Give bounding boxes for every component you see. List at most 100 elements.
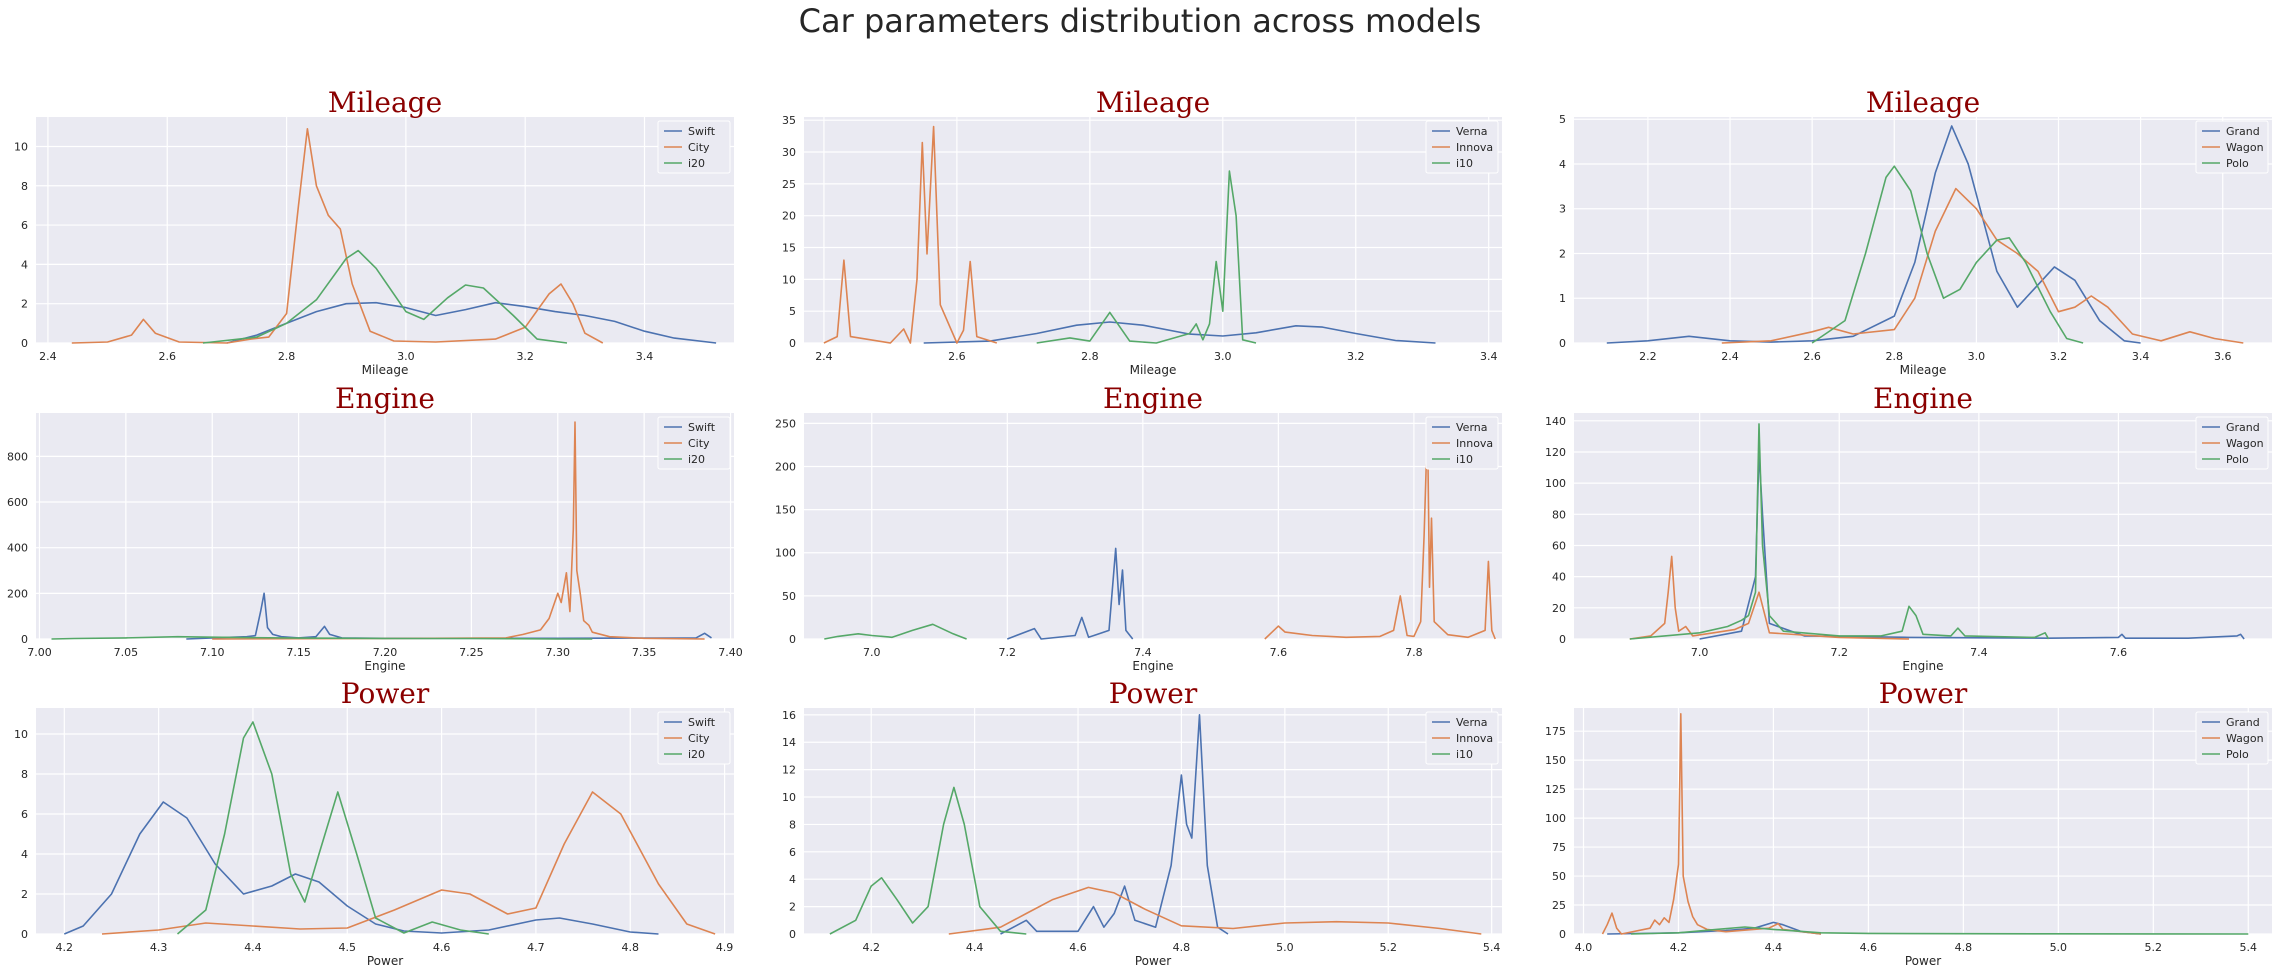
legend-label: City xyxy=(688,732,710,745)
subplot-title: Power xyxy=(1109,677,1198,710)
y-tick-label: 8 xyxy=(789,818,796,831)
x-tick-label: 7.30 xyxy=(546,646,571,659)
legend: Swift City i20 xyxy=(657,120,731,174)
plot-area xyxy=(1574,708,2272,934)
plot-area xyxy=(804,413,1502,639)
y-tick-label: 140 xyxy=(1545,415,1566,428)
series-line-i10 xyxy=(824,623,967,640)
legend-box xyxy=(2195,711,2269,765)
y-tick-label: 0 xyxy=(21,928,28,941)
subplot: 7.0 7.2 7.4 7.6 7.8 0 50 100 150 200 250 Engine Engi… xyxy=(775,382,1502,673)
x-tick-label: 2.8 xyxy=(278,350,296,363)
y-tick-label: 2 xyxy=(21,298,28,311)
x-tick-label: 7.0 xyxy=(863,646,881,659)
x-tick-label: 5.2 xyxy=(2145,941,2163,954)
y-tick-label: 0 xyxy=(21,337,28,350)
legend: Swift City i20 xyxy=(657,416,731,470)
y-tick-label: 3 xyxy=(1559,203,1566,216)
series-line-innova xyxy=(948,886,1482,935)
legend-label: City xyxy=(688,437,710,450)
x-tick-label: 7.4 xyxy=(1134,646,1152,659)
series-line-i10 xyxy=(1036,170,1257,344)
x-axis-label: Mileage xyxy=(362,363,409,377)
legend-label: Innova xyxy=(1456,141,1493,154)
y-tick-label: 0 xyxy=(1559,633,1566,646)
y-tick-label: 6 xyxy=(789,846,796,859)
x-tick-label: 2.4 xyxy=(39,350,57,363)
legend-label: Wagon xyxy=(2226,437,2264,450)
series-line-innova xyxy=(1264,422,1496,640)
plot-area xyxy=(804,117,1502,343)
y-tick-label: 6 xyxy=(21,808,28,821)
x-tick-label: 4.7 xyxy=(527,941,545,954)
legend-label: Verna xyxy=(1456,125,1487,138)
x-axis-label: Engine xyxy=(1902,659,1943,673)
y-tick-label: 150 xyxy=(1545,754,1566,767)
subplot-title: Mileage xyxy=(1096,86,1210,119)
y-tick-label: 6 xyxy=(21,219,28,232)
subplot-title: Engine xyxy=(1873,382,1973,415)
y-tick-label: 2 xyxy=(21,888,28,901)
legend: Verna Innova i10 xyxy=(1425,416,1499,470)
y-tick-label: 60 xyxy=(1552,539,1566,552)
x-tick-label: 7.20 xyxy=(373,646,398,659)
y-tick-label: 25 xyxy=(782,178,796,191)
x-tick-label: 3.2 xyxy=(1347,350,1365,363)
legend-label: Grand xyxy=(2226,421,2260,434)
y-tick-label: 600 xyxy=(7,496,28,509)
y-tick-label: 8 xyxy=(21,768,28,781)
subplot-title: Power xyxy=(1879,677,1968,710)
figure-title: Car parameters distribution across model… xyxy=(798,2,1482,40)
y-tick-label: 0 xyxy=(789,337,796,350)
series-line-wagon xyxy=(1721,187,2244,344)
y-tick-label: 10 xyxy=(14,728,28,741)
x-tick-label: 3.2 xyxy=(2050,350,2068,363)
x-tick-label: 4.4 xyxy=(966,941,984,954)
legend-label: Verna xyxy=(1456,421,1487,434)
x-tick-label: 4.6 xyxy=(433,941,451,954)
y-tick-label: 8 xyxy=(21,180,28,193)
plot-area xyxy=(36,708,734,934)
y-tick-label: 200 xyxy=(7,587,28,600)
series-line-polo xyxy=(1630,926,2249,935)
legend-label: i10 xyxy=(1456,748,1473,761)
subplot-title: Mileage xyxy=(1866,86,1980,119)
subplot-title: Mileage xyxy=(328,86,442,119)
x-tick-label: 7.00 xyxy=(27,646,52,659)
x-axis-label: Power xyxy=(1135,954,1171,968)
x-axis-label: Engine xyxy=(364,659,405,673)
y-tick-label: 20 xyxy=(782,210,796,223)
series-line-city xyxy=(71,128,604,344)
legend-label: Swift xyxy=(688,716,716,729)
x-tick-label: 3.0 xyxy=(1968,350,1986,363)
subplot: 2.4 2.6 2.8 3.0 3.2 3.4 0 2 4 6 8 10 Mileage Mileage S… xyxy=(14,86,734,377)
series-line-polo xyxy=(1811,165,2084,344)
x-axis-label: Engine xyxy=(1132,659,1173,673)
legend: Grand Wagon Polo xyxy=(2195,416,2269,470)
legend: Swift City i20 xyxy=(657,711,731,765)
plot-area xyxy=(1574,413,2272,639)
x-tick-label: 4.2 xyxy=(56,941,74,954)
legend-label: Swift xyxy=(688,125,716,138)
legend-label: Grand xyxy=(2226,125,2260,138)
y-tick-label: 800 xyxy=(7,450,28,463)
series-line-grand xyxy=(1606,125,2141,344)
x-tick-label: 4.3 xyxy=(150,941,168,954)
plot-area xyxy=(804,708,1502,934)
series-line-swift xyxy=(63,801,659,935)
x-tick-label: 2.4 xyxy=(815,350,833,363)
subplot: 4.2 4.3 4.4 4.5 4.6 4.7 4.8 4.9 0 2 4 6 8 10 Power Powe… xyxy=(14,677,734,968)
x-tick-label: 4.5 xyxy=(339,941,357,954)
legend-box xyxy=(657,416,731,470)
series-line-i20 xyxy=(51,635,593,640)
series-line-wagon xyxy=(1601,713,1821,935)
y-tick-label: 0 xyxy=(1559,928,1566,941)
legend-box xyxy=(657,711,731,765)
legend-label: Polo xyxy=(2226,748,2249,761)
x-tick-label: 3.2 xyxy=(516,350,534,363)
x-tick-label: 2.6 xyxy=(1803,350,1821,363)
x-tick-label: 2.8 xyxy=(1886,350,1904,363)
y-tick-label: 50 xyxy=(1552,870,1566,883)
y-tick-label: 20 xyxy=(1552,602,1566,615)
series-line-city xyxy=(212,421,705,640)
